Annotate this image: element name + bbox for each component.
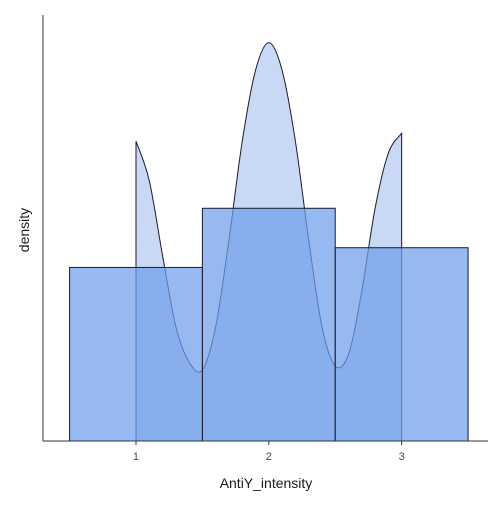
- axes-layer: [42, 15, 488, 442]
- histogram-bars-layer: [69, 207, 469, 442]
- x-tick-label-2: 2: [266, 451, 272, 463]
- x-ticks-layer: 1 2 3: [133, 441, 405, 463]
- x-tick-label-3: 3: [399, 451, 405, 463]
- histogram-bar-3: [334, 247, 469, 442]
- histogram-bar-1: [69, 266, 203, 442]
- y-axis-title: density: [16, 208, 32, 252]
- histogram-bar-2: [201, 207, 336, 442]
- x-tick-label-1: 1: [133, 451, 139, 463]
- x-axis-title: AntiY_intensity: [220, 475, 313, 491]
